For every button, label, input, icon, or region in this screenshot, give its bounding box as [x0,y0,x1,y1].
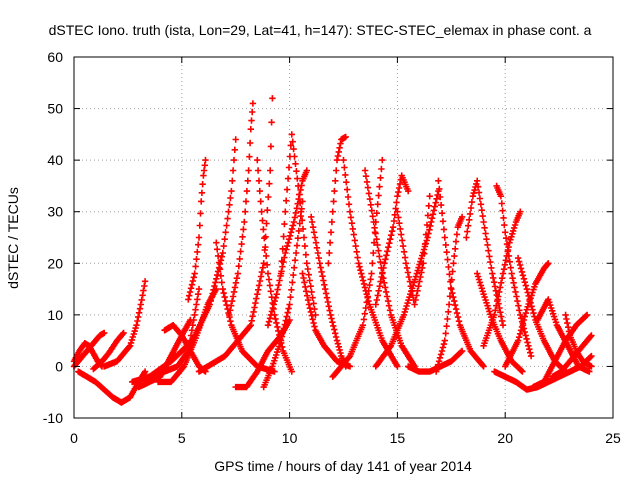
series-markers [480,208,524,349]
series-markers [435,177,487,370]
data-series [146,136,239,380]
series-markers [493,182,535,360]
data-series [195,95,276,375]
plot-frame [73,56,614,419]
data-series [463,177,507,329]
y-tick-label: -10 [43,410,63,426]
data-series [260,198,306,391]
data-series [308,213,349,370]
y-axis-title: dSTEC / TECUs [5,187,21,289]
series-markers [260,198,306,391]
data-series [480,208,524,349]
series-markers [372,172,412,308]
x-tick-label: 10 [282,430,298,446]
series-markers [502,260,552,370]
data-series [549,332,595,380]
series-markers [146,136,239,380]
x-tick-labels: 0 5 10 15 20 25 [70,430,621,446]
y-tick-label: 30 [47,204,63,220]
x-tick-label: 0 [70,430,78,446]
series-markers [90,329,127,373]
data-points [70,95,595,406]
data-series [372,187,442,370]
data-series [502,260,552,370]
data-series [101,278,149,370]
series-markers [329,156,386,380]
data-series [394,193,433,308]
data-series [185,156,209,303]
x-tick-label: 25 [605,430,621,446]
x-tick-label: 15 [390,430,406,446]
series-markers [264,167,310,329]
data-series [325,133,349,267]
axis-ticks [73,56,614,419]
series-markers [463,177,507,329]
data-series [493,182,535,360]
series-markers [372,187,442,370]
y-tick-label: 40 [47,152,63,168]
series-markers [195,95,276,375]
series-markers [549,332,595,380]
data-series [491,352,595,393]
series-markers [185,156,209,303]
series-markers [325,133,349,267]
series-markers [308,213,349,370]
data-series [226,100,257,319]
data-series [433,213,466,375]
x-axis-title: GPS time / hours of day 141 of year 2014 [214,458,472,474]
y-tick-label: 60 [47,49,63,65]
series-markers [394,193,433,308]
data-series [372,172,412,308]
series-markers [226,100,257,319]
y-tick-label: 50 [47,101,63,117]
y-tick-label: 0 [55,358,63,374]
x-tick-label: 20 [497,430,513,446]
chart-title: dSTEC Iono. truth (ista, Lon=29, Lat=41,… [49,22,592,38]
data-series [329,156,386,380]
data-series [264,167,310,329]
series-markers [101,278,149,370]
y-tick-label: 20 [47,255,63,271]
y-tick-label: 10 [47,307,63,323]
y-tick-labels: -10 0 10 20 30 40 50 60 [43,49,63,426]
data-series [435,177,487,370]
series-markers [491,352,595,393]
data-series [90,329,127,373]
series-markers [433,213,466,375]
x-tick-label: 5 [178,430,186,446]
